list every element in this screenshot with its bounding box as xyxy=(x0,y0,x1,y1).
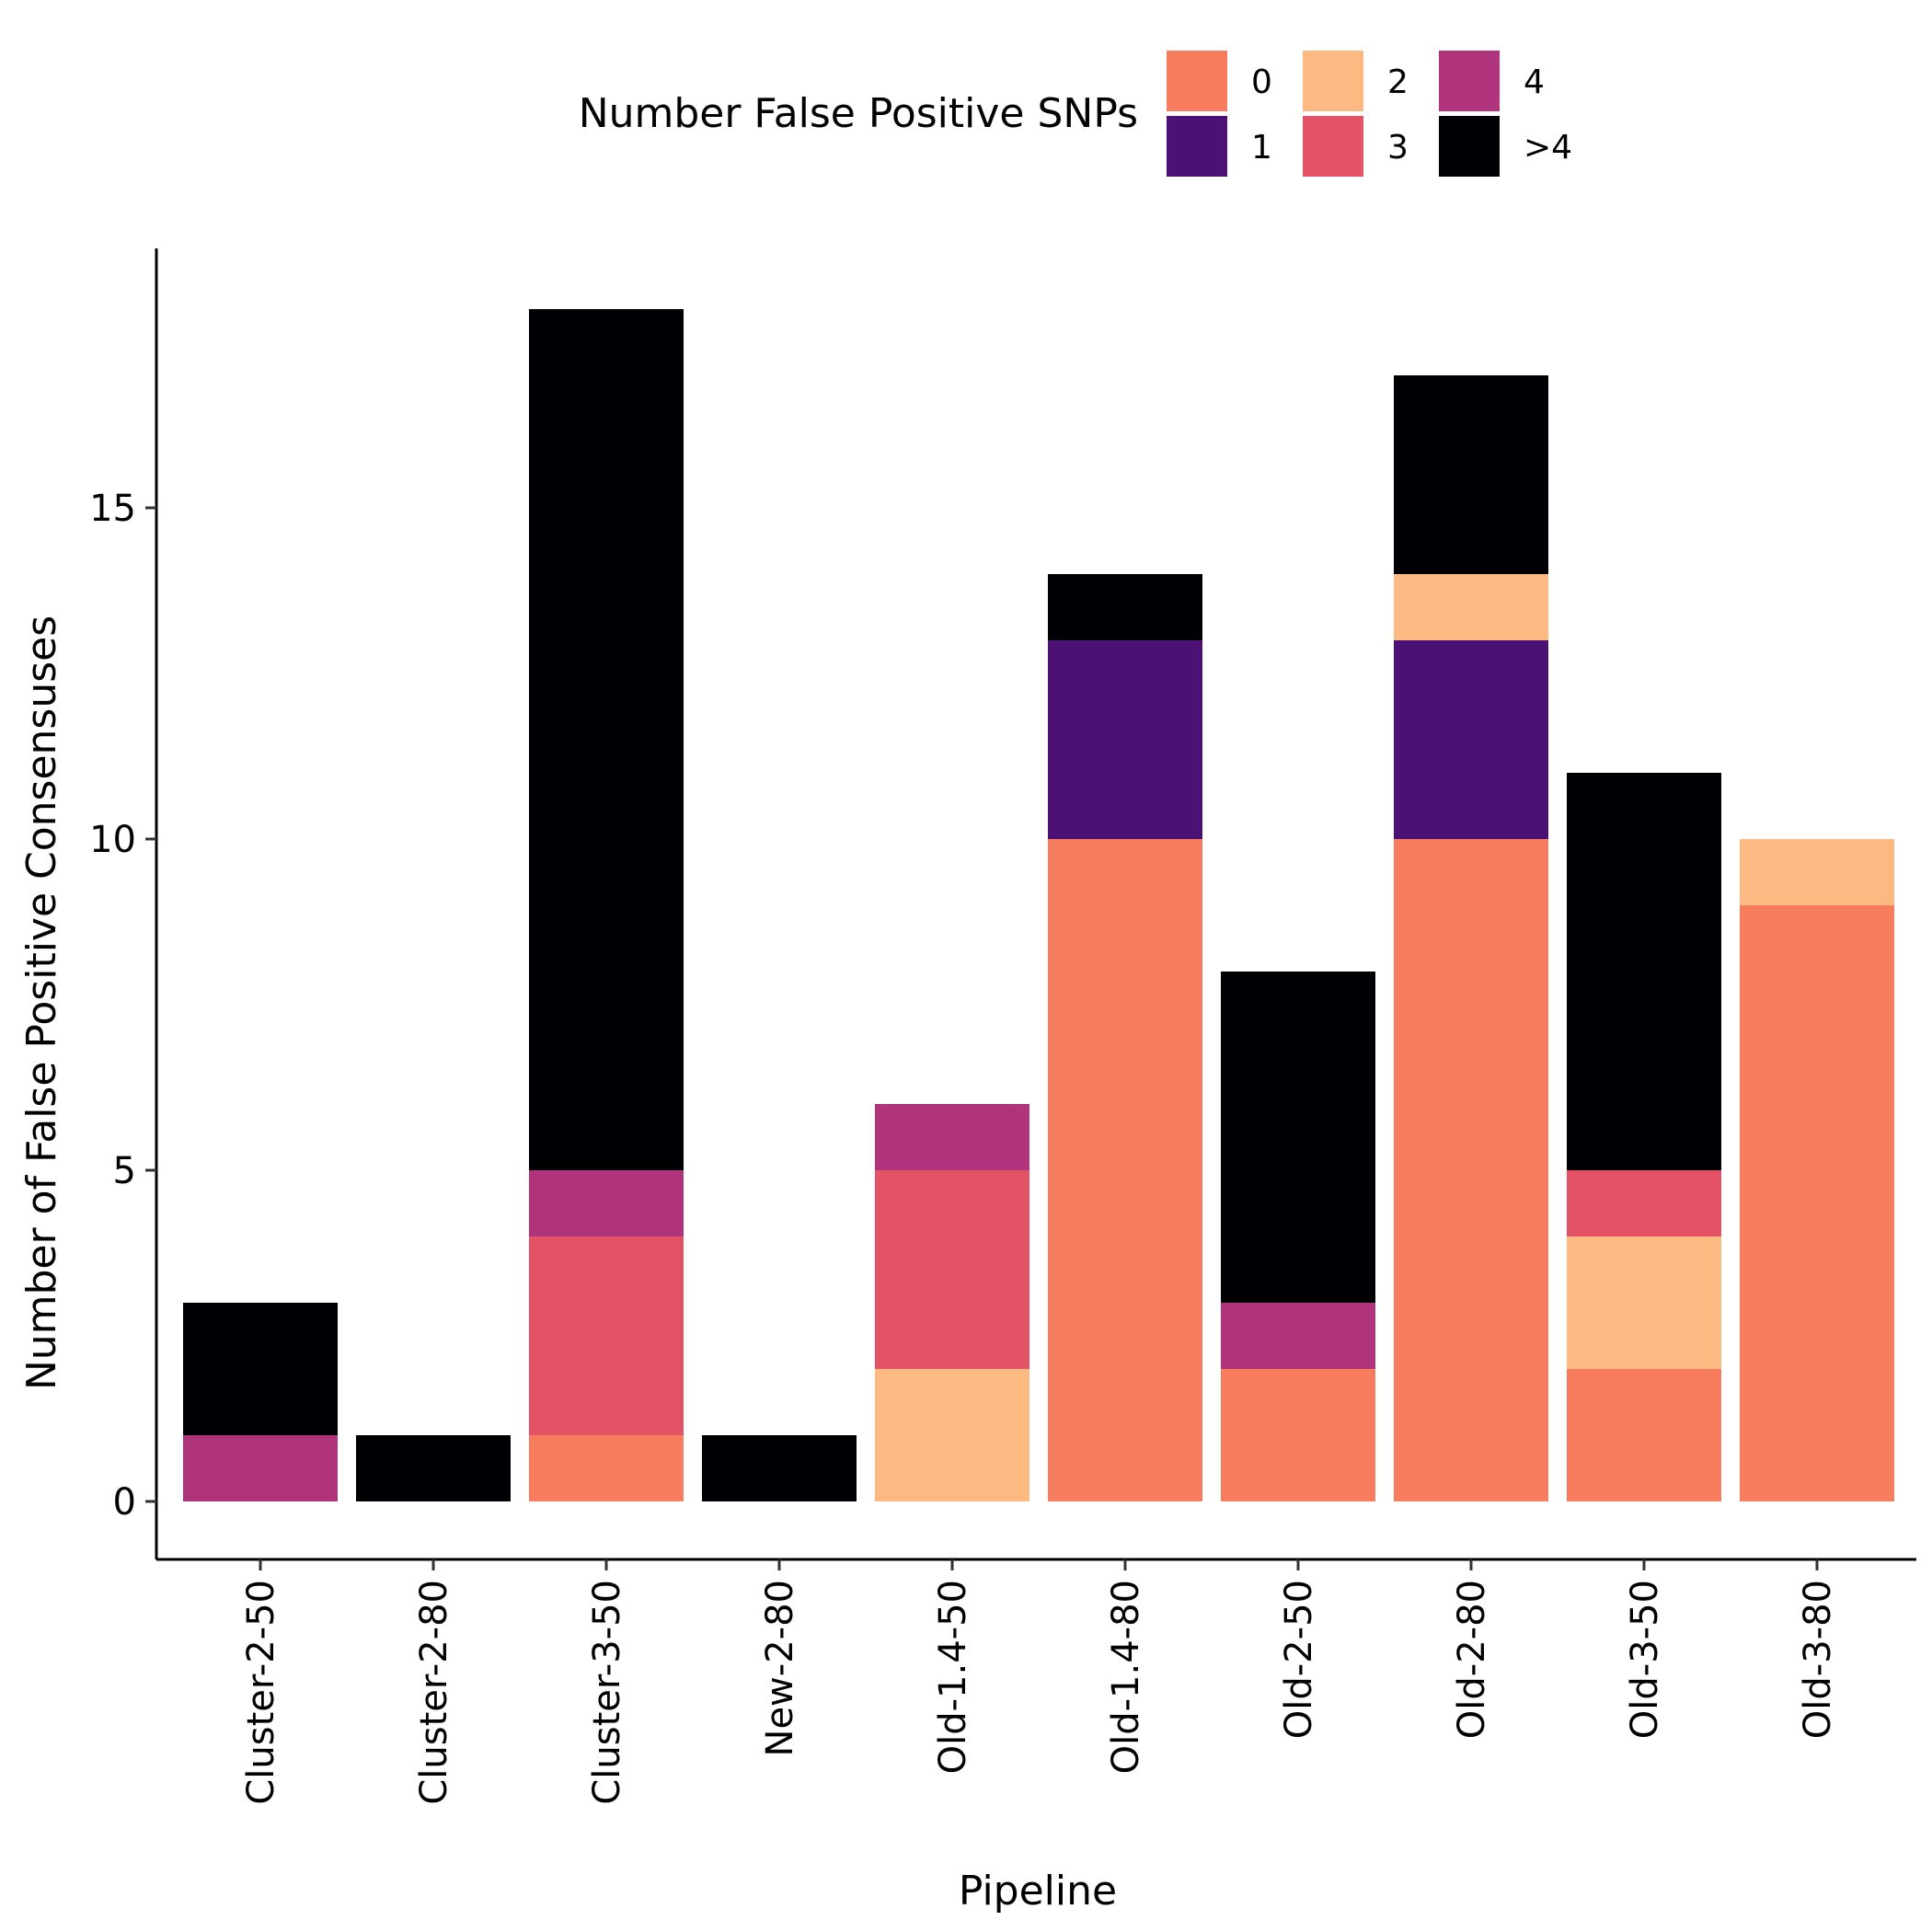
bar-old-2-80-snp-0 xyxy=(1394,839,1548,1501)
bar-old-2-50-snp-0 xyxy=(1221,1369,1375,1501)
x-tick-label-old-1-4-50: Old-1.4-50 xyxy=(932,1580,974,1774)
legend-key-3 xyxy=(1303,116,1363,177)
legend: Number False Positive SNPs 0 1 2 3 4 >4 xyxy=(579,51,1572,177)
bar-old-1-4-80-snp-1 xyxy=(1048,640,1202,839)
legend-key-4 xyxy=(1439,51,1500,111)
bar-new-2-80-snp-gt4 xyxy=(702,1435,857,1501)
x-tick-label-old-1-4-80: Old-1.4-80 xyxy=(1105,1580,1147,1774)
x-tick-label-old-2-50: Old-2-50 xyxy=(1278,1580,1320,1739)
bar-cluster-2-50-snp-gt4 xyxy=(183,1303,338,1435)
legend-label-1: 1 xyxy=(1251,129,1272,167)
x-tick-label-old-3-50: Old-3-50 xyxy=(1624,1580,1666,1739)
bar-old-3-80-snp-0 xyxy=(1740,905,1894,1501)
legend-key-1 xyxy=(1167,116,1227,177)
bar-old-2-50-snp-gt4 xyxy=(1221,972,1375,1303)
bar-cluster-3-50-snp-4 xyxy=(529,1170,684,1236)
bar-old-3-50-snp-2 xyxy=(1567,1236,1721,1369)
bar-old-3-80-snp-2 xyxy=(1740,839,1894,905)
bar-cluster-2-50-snp-4 xyxy=(183,1435,338,1501)
y-axis-title: Number of False Positive Consensuses xyxy=(18,615,65,1390)
legend-label-2: 2 xyxy=(1387,63,1409,101)
bar-old-2-50-snp-4 xyxy=(1221,1303,1375,1369)
bar-old-2-80-snp-2 xyxy=(1394,574,1548,640)
x-tick-label-cluster-2-80: Cluster-2-80 xyxy=(413,1580,455,1805)
bar-old-1-4-50-snp-2 xyxy=(875,1369,1029,1501)
bar-cluster-3-50-snp-gt4 xyxy=(529,309,684,1170)
legend-label-3: 3 xyxy=(1387,129,1409,167)
bar-old-1-4-50-snp-3 xyxy=(875,1170,1029,1369)
x-tick-label-cluster-2-50: Cluster-2-50 xyxy=(240,1580,282,1805)
y-tick-label-0: 0 xyxy=(113,1481,136,1524)
bar-old-3-50-snp-3 xyxy=(1567,1170,1721,1236)
bar-old-3-50-snp-0 xyxy=(1567,1369,1721,1501)
y-tick-label-15: 15 xyxy=(89,488,136,530)
legend-label-4: 4 xyxy=(1524,63,1545,101)
bar-old-1-4-50-snp-4 xyxy=(875,1104,1029,1170)
bar-cluster-3-50-snp-0 xyxy=(529,1435,684,1501)
bar-old-1-4-80-snp-gt4 xyxy=(1048,574,1202,640)
y-tick-label-5: 5 xyxy=(113,1150,136,1192)
bar-old-1-4-80-snp-0 xyxy=(1048,839,1202,1501)
legend-title: Number False Positive SNPs xyxy=(579,90,1138,137)
axes: 0 5 10 15 Cluster-2-50 Cluster-2-80 Cluster-3-… xyxy=(89,248,1916,1805)
x-axis-title: Pipeline xyxy=(959,1868,1117,1915)
legend-label-0: 0 xyxy=(1251,63,1272,101)
bar-old-2-80-snp-1 xyxy=(1394,640,1548,839)
legend-key-2 xyxy=(1303,51,1363,111)
bars-layer xyxy=(183,309,1894,1501)
legend-key-gt4 xyxy=(1439,116,1500,177)
legend-label-gt4: >4 xyxy=(1524,129,1572,167)
y-tick-label-10: 10 xyxy=(89,819,136,861)
bar-old-3-50-snp-gt4 xyxy=(1567,773,1721,1170)
x-tick-label-new-2-80: New-2-80 xyxy=(759,1580,801,1756)
bar-old-2-80-snp-gt4 xyxy=(1394,375,1548,574)
bar-cluster-3-50-snp-3 xyxy=(529,1236,684,1435)
x-tick-label-old-2-80: Old-2-80 xyxy=(1451,1580,1493,1739)
bar-cluster-2-80-snp-gt4 xyxy=(356,1435,511,1501)
x-tick-label-old-3-80: Old-3-80 xyxy=(1797,1580,1839,1739)
x-tick-label-cluster-3-50: Cluster-3-50 xyxy=(586,1580,628,1805)
legend-key-0 xyxy=(1167,51,1227,111)
